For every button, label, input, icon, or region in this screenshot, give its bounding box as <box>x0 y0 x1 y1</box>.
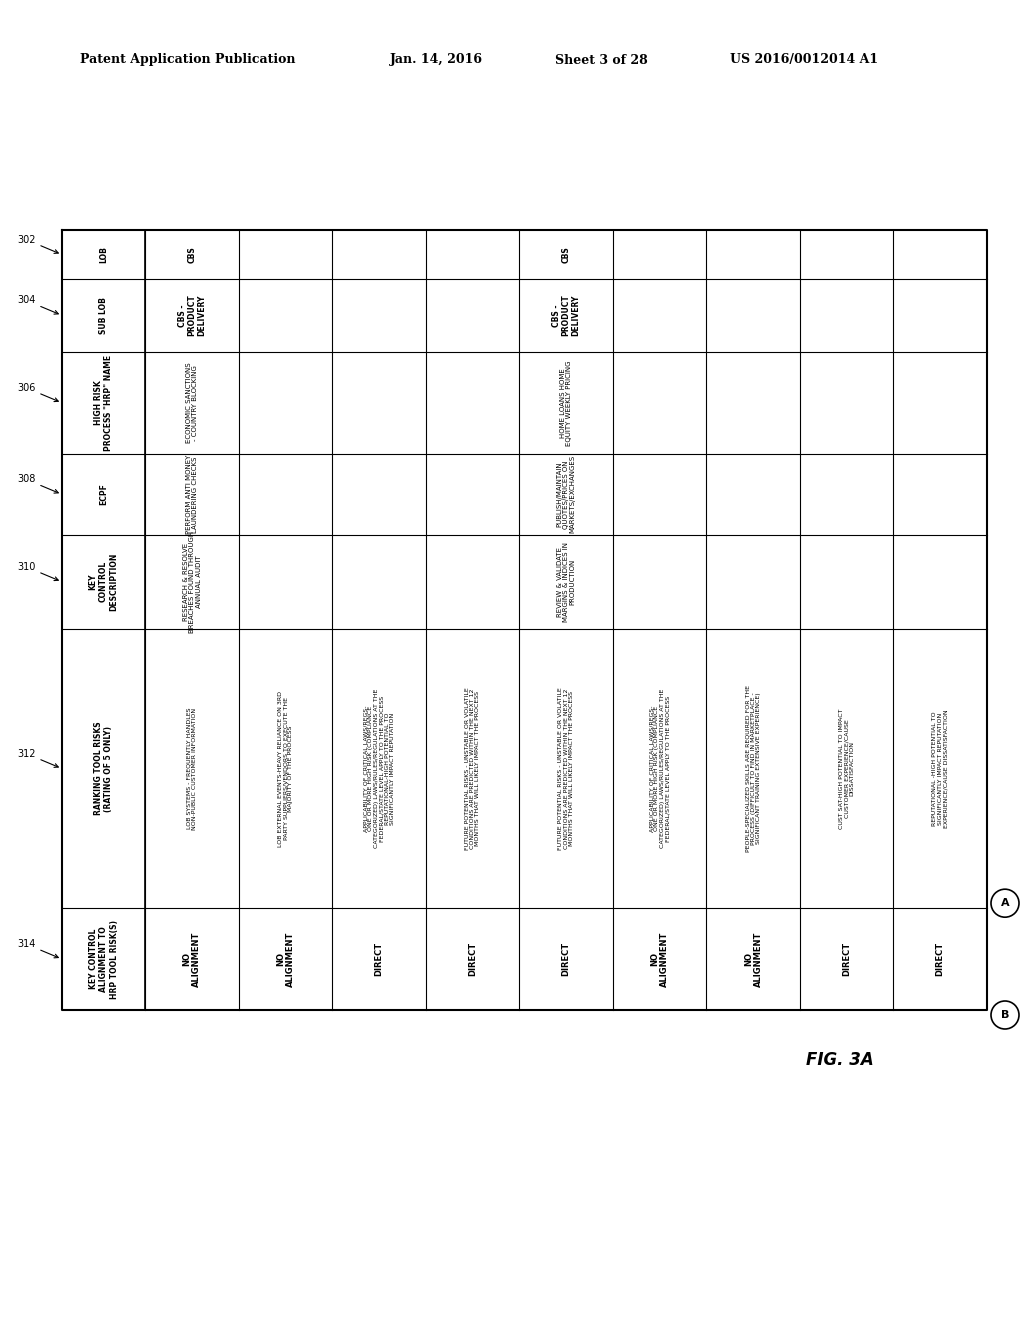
Text: APPLICABILITY OF CRITICAL LAWS/REGS-
ONE OR MORE HIGH RISK (COMPLIANCE
CATEGORIZ: APPLICABILITY OF CRITICAL LAWS/REGS- ONE… <box>364 689 395 849</box>
Text: CBS -
PRODUCT
DELIVERY: CBS - PRODUCT DELIVERY <box>552 294 581 337</box>
Text: PEOPLE-SPECIALIZED SKILLS ARE REQUIRED FOR THE
PROCESS (DIFFICULT TO FIND IN MAR: PEOPLE-SPECIALIZED SKILLS ARE REQUIRED F… <box>745 685 761 853</box>
Text: 308: 308 <box>17 474 58 494</box>
Text: HIGH RISK
PROCESS "HRP" NAME: HIGH RISK PROCESS "HRP" NAME <box>94 355 114 451</box>
Text: 302: 302 <box>17 235 58 253</box>
Text: 304: 304 <box>17 296 58 314</box>
Text: DIRECT: DIRECT <box>561 942 570 977</box>
Text: B: B <box>1000 1010 1010 1020</box>
Text: RESEARCH & RESOLVE
BREACHES FOUND THROUGH
ANNUAL AUDIT: RESEARCH & RESOLVE BREACHES FOUND THROUG… <box>182 531 202 632</box>
Text: LOB EXTERNAL EVENTS-HEAVY RELIANCE ON 3RD
PARTY SUPPLIERS/VENDORS TO EXECUTE THE: LOB EXTERNAL EVENTS-HEAVY RELIANCE ON 3R… <box>278 690 294 846</box>
Text: CBS -
PRODUCT
DELIVERY: CBS - PRODUCT DELIVERY <box>178 294 206 337</box>
Text: NO
ALIGNMENT: NO ALIGNMENT <box>276 932 295 987</box>
Text: NO
ALIGNMENT: NO ALIGNMENT <box>743 932 763 987</box>
Text: REPUTATIONAL -HIGH POTENTIAL TO
SIGNIFICANTLY IMPACT REPUTATION
EXPERIENCE/CAUSE: REPUTATIONAL -HIGH POTENTIAL TO SIGNIFIC… <box>932 709 948 828</box>
Text: 310: 310 <box>17 562 58 581</box>
Text: ECONOMIC SANCTIONS
- COUNTRY BLOCKING: ECONOMIC SANCTIONS - COUNTRY BLOCKING <box>185 363 199 444</box>
Text: CUST SAT-HIGH POTENTIAL TO IMPACT
CUSTOMER EXPERIENCE/CAUSE
DISSATISFACTION: CUST SAT-HIGH POTENTIAL TO IMPACT CUSTOM… <box>839 709 855 829</box>
Text: NO
ALIGNMENT: NO ALIGNMENT <box>182 932 202 987</box>
Text: CBS: CBS <box>187 247 197 263</box>
Text: ECPF: ECPF <box>99 483 109 506</box>
Text: DIRECT: DIRECT <box>936 942 945 977</box>
Text: KEY CONTROL
ALIGNMENT TO
HRP TOOL RISK(S): KEY CONTROL ALIGNMENT TO HRP TOOL RISK(S… <box>89 920 119 999</box>
Text: Sheet 3 of 28: Sheet 3 of 28 <box>555 54 648 66</box>
Text: DIRECT: DIRECT <box>842 942 851 977</box>
Text: SUB LOB: SUB LOB <box>99 297 109 334</box>
Text: 306: 306 <box>17 383 58 401</box>
Text: DIRECT: DIRECT <box>468 942 477 977</box>
Text: NO
ALIGNMENT: NO ALIGNMENT <box>650 932 669 987</box>
Text: PUBLISH/MAINTAIN
QUOTES/PRICES ON
MARKETS/EXCHANGES: PUBLISH/MAINTAIN QUOTES/PRICES ON MARKET… <box>557 455 575 533</box>
Text: KEY
CONTROL
DESCRIPTION: KEY CONTROL DESCRIPTION <box>89 553 119 611</box>
Text: 312: 312 <box>17 748 58 767</box>
Text: DIRECT: DIRECT <box>375 942 384 977</box>
Text: PERFORM ANTI MONEY
LAUNDERING CHECKS: PERFORM ANTI MONEY LAUNDERING CHECKS <box>185 454 199 535</box>
Text: US 2016/0012014 A1: US 2016/0012014 A1 <box>730 54 879 66</box>
Text: CBS: CBS <box>561 247 570 263</box>
Text: REVIEW & VALIDATE
MARGINS & INDICES IN
PRODUCTION: REVIEW & VALIDATE MARGINS & INDICES IN P… <box>557 541 575 622</box>
Text: Patent Application Publication: Patent Application Publication <box>80 54 296 66</box>
Text: FIG. 3A: FIG. 3A <box>806 1051 873 1069</box>
Text: APPLICABILITY OF CRITICAL LAWS/REGS-
ONE OR MORE HIGH RISK (COMPLIANCE
CATEGORIZ: APPLICABILITY OF CRITICAL LAWS/REGS- ONE… <box>649 689 671 849</box>
Text: FUTURE POTENTIAL RISKS - UNSTABLE OR VOLATILE
CONDITIONS ARE PREDICTED WITHIN TH: FUTURE POTENTIAL RISKS - UNSTABLE OR VOL… <box>465 688 480 850</box>
Text: HOME LOANS HOME
EQUITY WEEKLY PRICING: HOME LOANS HOME EQUITY WEEKLY PRICING <box>560 360 572 446</box>
Text: A: A <box>1000 898 1010 908</box>
Text: 314: 314 <box>17 939 58 958</box>
Text: FUTURE POTENTIAL RISKS - UNSTABLE OR VOLATILE
CONDITIONS ARE PREDICTED WITHIN TH: FUTURE POTENTIAL RISKS - UNSTABLE OR VOL… <box>558 688 574 850</box>
Text: LOB: LOB <box>99 247 109 263</box>
Text: LOB SYSTEMS - FREQUENTLY HANDLES
NON-PUBLIC CUSTOMER INFORMATION: LOB SYSTEMS - FREQUENTLY HANDLES NON-PUB… <box>186 708 198 830</box>
Text: Jan. 14, 2016: Jan. 14, 2016 <box>390 54 483 66</box>
Text: RANKING TOOL RISKS
(RATING OF 5 ONLY): RANKING TOOL RISKS (RATING OF 5 ONLY) <box>94 722 114 816</box>
